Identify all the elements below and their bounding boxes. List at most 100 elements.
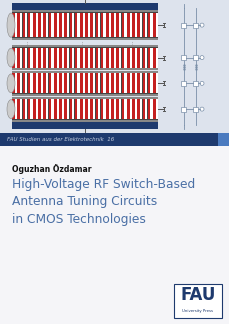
Bar [134,48,136,68]
Bar [49,73,51,93]
Bar [20,13,22,37]
Bar [49,13,51,37]
Bar [93,99,95,119]
Bar [33,13,36,37]
Bar [139,73,142,93]
Bar [100,13,103,37]
Bar [100,73,103,93]
Bar [72,73,74,93]
Bar [121,48,124,68]
Bar [12,120,157,122]
Bar [51,73,53,93]
Bar [20,73,22,93]
Bar [43,13,46,37]
Bar [119,48,121,68]
Bar [93,73,95,93]
Bar [137,48,139,68]
Bar [64,48,67,68]
Bar [121,73,124,93]
Bar [12,71,157,96]
Bar [155,73,157,93]
Bar [111,73,114,93]
Bar [67,48,69,68]
Bar [124,99,126,119]
Bar [193,107,198,112]
Bar [121,13,124,37]
Bar [147,48,150,68]
Bar [131,73,134,93]
Bar [137,73,139,93]
Bar [41,99,43,119]
Bar [12,122,157,129]
Bar [147,99,150,119]
Bar [155,13,157,37]
Bar [134,13,136,37]
Bar [108,73,110,93]
Bar [106,73,108,93]
Bar [30,48,33,68]
Bar [98,99,100,119]
Bar [139,48,142,68]
Bar [193,81,198,86]
Bar [137,13,139,37]
Bar [111,99,114,119]
Bar [15,48,17,68]
Bar [134,99,136,119]
Ellipse shape [7,13,15,37]
Bar [20,48,22,68]
Bar [142,73,145,93]
Bar [147,13,150,37]
Bar [67,73,69,93]
Bar [103,13,105,37]
Bar [0,146,229,324]
Bar [64,13,67,37]
Bar [15,13,17,37]
Bar [181,81,186,86]
Bar [126,99,129,119]
Bar [20,99,22,119]
Bar [116,73,119,93]
Bar [33,48,36,68]
Bar [95,73,98,93]
Bar [28,13,30,37]
Bar [181,107,186,112]
Bar [74,73,77,93]
Bar [129,13,131,37]
Bar [155,99,157,119]
Text: FAU Studien aus der Elektrotechnik  16: FAU Studien aus der Elektrotechnik 16 [7,137,114,142]
Bar [12,48,15,68]
Bar [90,48,93,68]
Bar [80,73,82,93]
Bar [67,99,69,119]
Bar [61,48,64,68]
Bar [69,73,72,93]
Bar [12,13,15,37]
Bar [33,73,36,93]
Bar [134,73,136,93]
Bar [100,99,103,119]
Bar [82,48,85,68]
Bar [126,73,129,93]
Bar [61,99,64,119]
Bar [116,13,119,37]
Bar [113,48,116,68]
Bar [51,13,53,37]
Bar [193,23,198,28]
Bar [173,284,221,318]
Bar [150,99,152,119]
Bar [111,13,114,37]
Bar [38,73,41,93]
Bar [17,73,20,93]
Bar [106,48,108,68]
Bar [95,48,98,68]
Bar [95,99,98,119]
Bar [82,99,85,119]
Bar [33,99,36,119]
Bar [59,99,62,119]
Bar [22,13,25,37]
Bar [25,73,27,93]
Bar [12,99,15,119]
Bar [12,68,157,70]
Bar [82,13,85,37]
Bar [25,13,27,37]
